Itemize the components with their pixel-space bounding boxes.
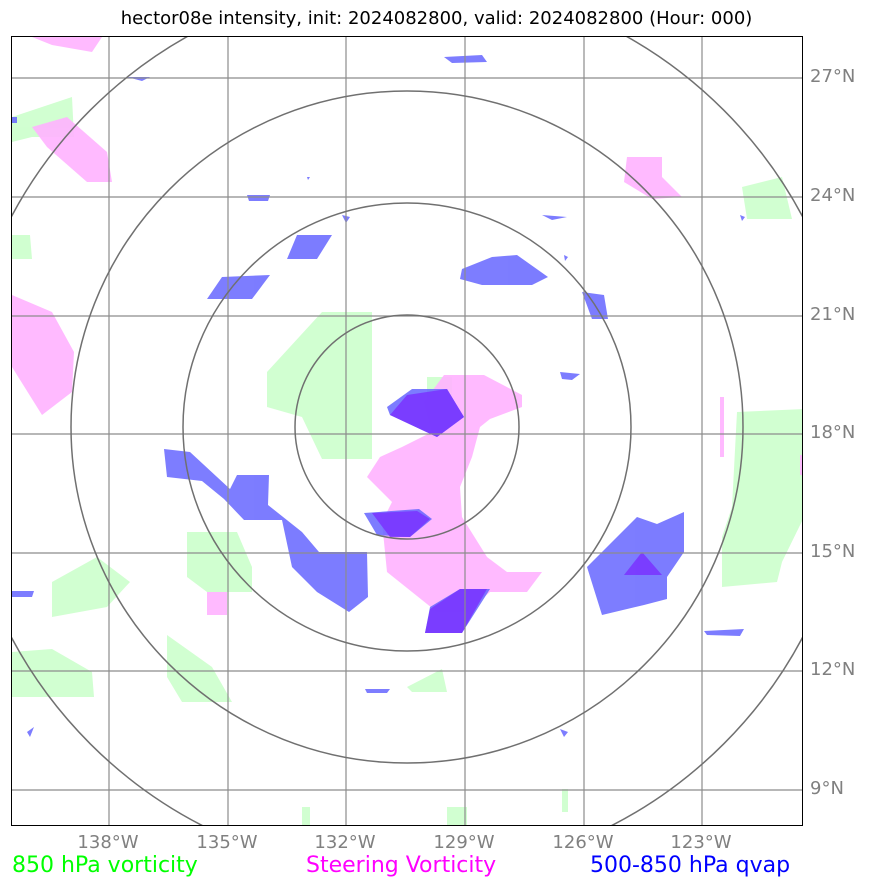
- lon-label-132w: 132°W: [314, 832, 376, 853]
- blue-area: [207, 275, 270, 299]
- blue-area: [564, 255, 568, 261]
- green-area: [187, 532, 252, 592]
- blue-area: [542, 215, 567, 220]
- lon-label-129w: 129°W: [433, 832, 495, 853]
- pink-area: [207, 592, 227, 615]
- overlap-area: [624, 552, 662, 575]
- blue-area: [164, 449, 368, 612]
- green-area: [12, 649, 94, 697]
- blue-area: [560, 729, 568, 737]
- blue-area: [740, 215, 745, 221]
- lon-label-135w: 135°W: [196, 832, 258, 853]
- blue-area: [12, 591, 34, 597]
- green-area: [407, 669, 447, 692]
- blue-area: [365, 689, 390, 693]
- blue-area: [560, 372, 580, 380]
- range-ring: [294, 314, 520, 540]
- overlap-area: [425, 589, 487, 633]
- range-ring: [182, 202, 632, 652]
- legend-qvap: 500-850 hPa qvap: [590, 853, 791, 878]
- gridlines: [12, 37, 802, 825]
- lon-label-126w: 126°W: [552, 832, 614, 853]
- green-area: [447, 807, 467, 825]
- lon-label-123w: 123°W: [670, 832, 732, 853]
- green-area: [722, 409, 802, 587]
- green-area: [267, 312, 372, 459]
- pink-area: [720, 397, 724, 457]
- range-ring: [70, 90, 744, 764]
- blue-area: [247, 195, 270, 201]
- blue-area: [27, 727, 34, 737]
- lat-label-18n: 18°N: [810, 422, 856, 443]
- overlap-area: [372, 511, 430, 537]
- pink-area: [800, 455, 802, 475]
- chart-title: hector08e intensity, init: 2024082800, v…: [120, 8, 753, 29]
- overlap-area: [390, 389, 464, 437]
- lat-label-9n: 9°N: [810, 778, 844, 799]
- map-panel: [11, 36, 803, 826]
- qvap-overlap-areas: [372, 389, 662, 633]
- blue-area: [704, 629, 744, 636]
- legend-850-vorticity: 850 hPa vorticity: [12, 853, 198, 878]
- green-area: [167, 635, 232, 702]
- pink-area: [32, 37, 102, 52]
- green-area: [12, 235, 32, 259]
- blue-area: [307, 177, 310, 180]
- lon-label-138w: 138°W: [77, 832, 139, 853]
- lat-label-27n: 27°N: [810, 66, 856, 87]
- lat-label-15n: 15°N: [810, 541, 856, 562]
- green-area: [52, 557, 130, 617]
- lat-label-21n: 21°N: [810, 304, 856, 325]
- blue-area: [287, 235, 332, 259]
- range-rings: [12, 37, 802, 825]
- blue-area: [12, 117, 17, 123]
- pink-area: [32, 117, 112, 182]
- map-svg: [12, 37, 802, 825]
- green-area: [742, 177, 792, 219]
- pink-area: [12, 295, 74, 415]
- blue-area: [460, 255, 548, 285]
- range-ring: [12, 37, 802, 825]
- legend-steering-vorticity: Steering Vorticity: [306, 853, 497, 878]
- green-area: [562, 789, 568, 812]
- pink-area: [624, 157, 682, 199]
- lat-label-24n: 24°N: [810, 185, 856, 206]
- lat-label-12n: 12°N: [810, 659, 856, 680]
- green-area: [302, 807, 310, 825]
